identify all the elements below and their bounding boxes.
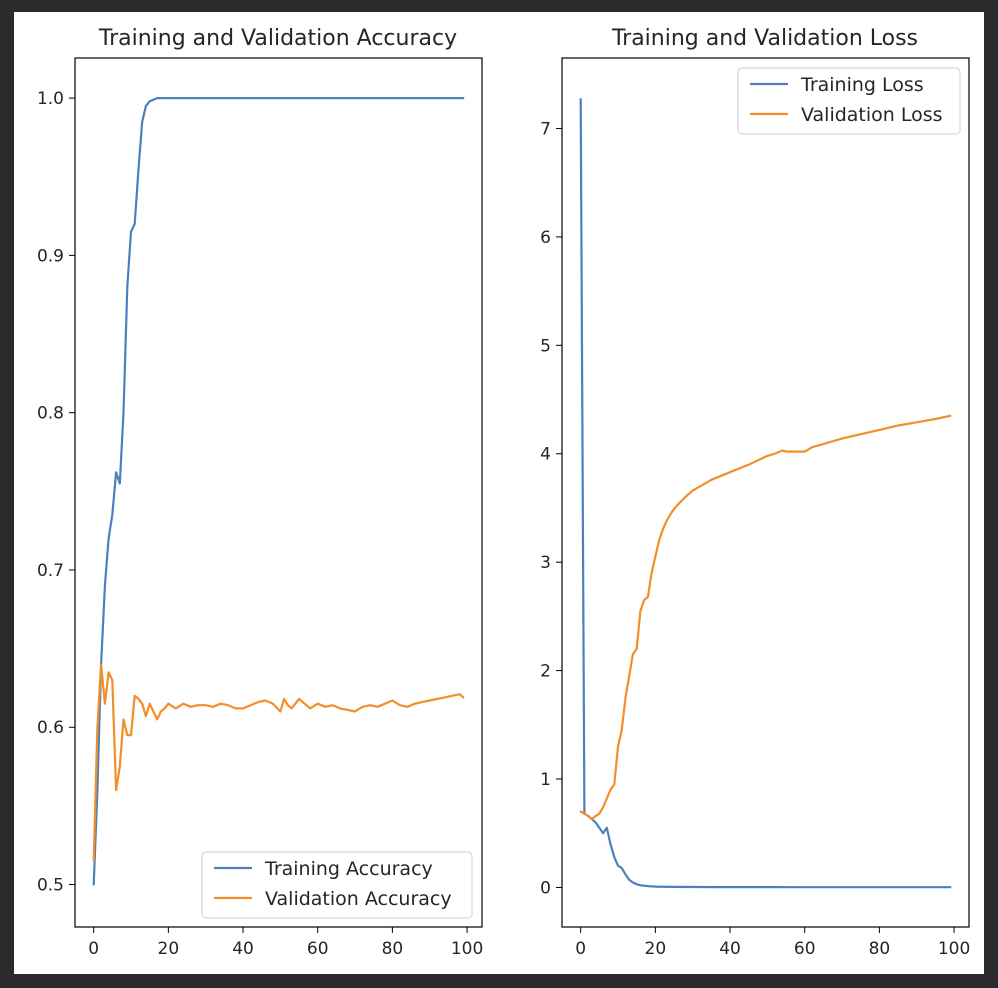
loss-x-tick-label: 20 — [645, 939, 667, 959]
loss-x-tick-label: 0 — [575, 939, 586, 959]
accuracy-legend: Training Accuracy Validation Accuracy — [201, 851, 473, 919]
loss-x-tick-label: 40 — [719, 939, 741, 959]
training-accuracy-legend-label: Training Accuracy — [264, 858, 433, 880]
loss-y-tick-label: 7 — [540, 119, 551, 139]
loss-plot: Training and Validation Loss 0 20 40 60 80 10… — [540, 26, 970, 959]
validation-accuracy-line — [92, 663, 465, 863]
figure-canvas: Training and Validation Accuracy 0 20 40 60… — [37, 26, 970, 959]
accuracy-x-tick-label: 40 — [232, 939, 254, 959]
accuracy-x-tick-label: 20 — [158, 939, 180, 959]
accuracy-plot-title: Training and Validation Accuracy — [98, 26, 457, 51]
loss-y-axis: 0 1 2 3 4 5 6 7 — [540, 119, 562, 898]
loss-x-tick-label: 80 — [869, 939, 891, 959]
accuracy-y-tick-label: 0.7 — [37, 561, 64, 581]
training-loss-line — [579, 98, 952, 889]
accuracy-y-tick-label: 0.8 — [37, 404, 64, 424]
accuracy-x-axis: 0 20 40 60 80 100 — [88, 927, 483, 959]
loss-y-tick-label: 5 — [540, 336, 551, 356]
loss-y-tick-label: 2 — [540, 662, 551, 682]
accuracy-axes-frame — [74, 57, 483, 928]
figure: Training and Validation Accuracy 0 20 40 60… — [14, 12, 984, 974]
loss-y-tick-label: 6 — [540, 228, 551, 248]
validation-loss-line — [579, 414, 952, 821]
loss-x-axis: 0 20 40 60 80 100 — [575, 927, 970, 959]
loss-y-tick-label: 0 — [540, 878, 551, 898]
accuracy-x-tick-label: 80 — [382, 939, 404, 959]
accuracy-y-axis: 0.5 0.6 0.7 0.8 0.9 1.0 — [37, 89, 75, 896]
accuracy-series — [92, 96, 465, 886]
loss-legend-box — [737, 67, 961, 135]
accuracy-y-tick-label: 0.9 — [37, 246, 64, 266]
loss-legend: Training Loss Validation Loss — [737, 67, 961, 135]
validation-loss-legend-label: Validation Loss — [801, 104, 943, 126]
loss-axes-frame — [561, 57, 970, 928]
loss-series — [579, 98, 952, 889]
loss-x-tick-label: 100 — [938, 939, 970, 959]
validation-accuracy-legend-label: Validation Accuracy — [265, 888, 452, 910]
loss-plot-title: Training and Validation Loss — [611, 26, 918, 51]
training-loss-legend-label: Training Loss — [800, 74, 924, 96]
accuracy-plot: Training and Validation Accuracy 0 20 40 60… — [37, 26, 483, 959]
accuracy-x-tick-label: 0 — [88, 939, 99, 959]
accuracy-y-tick-label: 0.5 — [37, 876, 64, 896]
accuracy-y-tick-label: 0.6 — [37, 718, 64, 738]
loss-y-tick-label: 1 — [540, 770, 551, 790]
accuracy-y-tick-label: 1.0 — [37, 89, 64, 109]
training-accuracy-line — [92, 96, 465, 886]
loss-y-tick-label: 4 — [540, 445, 551, 465]
accuracy-x-tick-label: 60 — [307, 939, 329, 959]
accuracy-legend-box — [201, 851, 473, 919]
loss-x-tick-label: 60 — [794, 939, 816, 959]
accuracy-x-tick-label: 100 — [451, 939, 483, 959]
loss-y-tick-label: 3 — [540, 553, 551, 573]
